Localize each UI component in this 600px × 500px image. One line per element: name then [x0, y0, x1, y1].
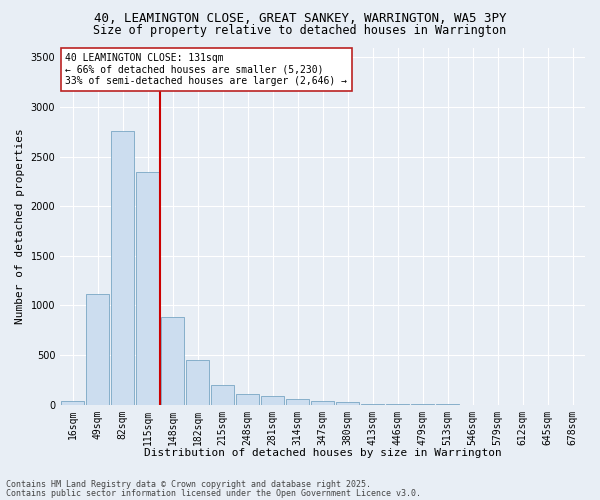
- Bar: [187, 360, 209, 405]
- Bar: [337, 402, 359, 404]
- Text: Contains public sector information licensed under the Open Government Licence v3: Contains public sector information licen…: [6, 489, 421, 498]
- Bar: [211, 385, 234, 404]
- Y-axis label: Number of detached properties: Number of detached properties: [15, 128, 25, 324]
- Text: Size of property relative to detached houses in Warrington: Size of property relative to detached ho…: [94, 24, 506, 37]
- Text: 40, LEAMINGTON CLOSE, GREAT SANKEY, WARRINGTON, WA5 3PY: 40, LEAMINGTON CLOSE, GREAT SANKEY, WARR…: [94, 12, 506, 26]
- Text: Contains HM Land Registry data © Crown copyright and database right 2025.: Contains HM Land Registry data © Crown c…: [6, 480, 371, 489]
- Bar: [61, 400, 84, 404]
- X-axis label: Distribution of detached houses by size in Warrington: Distribution of detached houses by size …: [144, 448, 502, 458]
- Bar: [286, 398, 309, 404]
- Bar: [262, 396, 284, 404]
- Bar: [311, 401, 334, 404]
- Bar: [86, 294, 109, 405]
- Bar: [112, 131, 134, 404]
- Bar: [161, 318, 184, 404]
- Bar: [236, 394, 259, 404]
- Bar: [136, 172, 159, 404]
- Text: 40 LEAMINGTON CLOSE: 131sqm
← 66% of detached houses are smaller (5,230)
33% of : 40 LEAMINGTON CLOSE: 131sqm ← 66% of det…: [65, 53, 347, 86]
